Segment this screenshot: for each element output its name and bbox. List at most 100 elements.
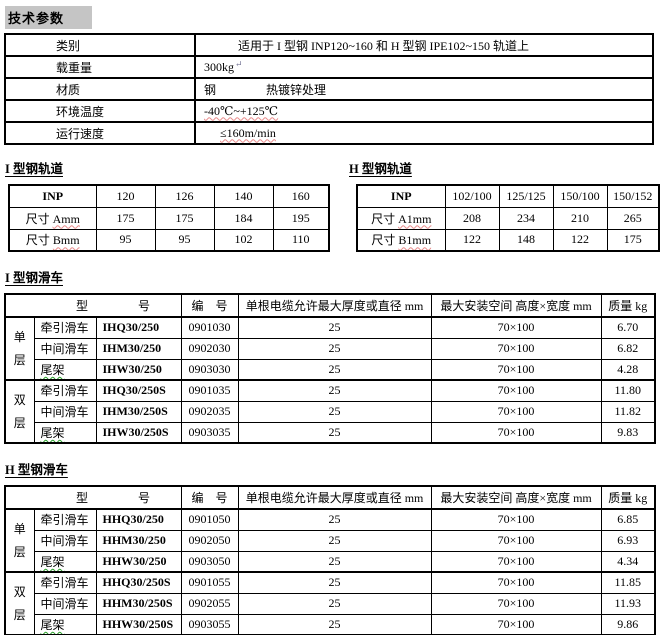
table-row: 尺寸 Amm 175 175 184 195 [8, 206, 330, 230]
space-header: 最大安装空间 高度×宽度 mm [430, 485, 602, 510]
i-track-title: I 型钢轨道 [5, 162, 63, 176]
code-cell: 0902035 [180, 400, 239, 423]
model-cell: IHQ30/250 [95, 316, 182, 339]
cell-value: 175 [95, 206, 156, 230]
table-row: 环境温度 -40℃~+125℃ [4, 99, 654, 123]
cell-value: 208 [444, 206, 500, 230]
layer-cell: 单层 [4, 508, 35, 573]
h-trolley-table: 型号 编 号 单根电缆允许最大厚度或直径 mm 最大安装空间 高度×宽度 mm … [4, 485, 656, 635]
space-cell: 70×100 [430, 508, 602, 531]
type-cell: 尾架 [33, 550, 97, 573]
layer-cell: 双层 [4, 379, 35, 444]
dim-label: 尺寸 [25, 233, 50, 248]
layer-label: 双层 [13, 584, 26, 622]
track-tables-row: I 型钢轨道 INP 120 126 140 160 尺寸 Amm 175 17… [0, 158, 660, 252]
mass-cell: 6.70 [600, 316, 656, 339]
h-track-title: H 型钢轨道 [349, 162, 412, 176]
model-cell: IHM30/250S [95, 400, 182, 423]
i-trolley-title: I 型钢滑车 [5, 271, 63, 285]
dim-label: 尺寸 [371, 211, 396, 226]
tail-bracket-label: 尾架 [40, 617, 65, 632]
temperature-value: -40℃~+125℃ [204, 103, 279, 118]
i-track-section: I 型钢轨道 INP 120 126 140 160 尺寸 Amm 175 17… [0, 158, 344, 252]
cable-cell: 25 [237, 550, 432, 573]
space-cell: 70×100 [430, 316, 602, 339]
cell-value: 148 [498, 228, 554, 252]
col-value: 120 [95, 184, 156, 208]
model-cell: HHM30/250 [95, 529, 182, 552]
cable-header: 单根电缆允许最大厚度或直径 mm [237, 485, 432, 510]
col-header: INP [8, 184, 97, 208]
model-cell: HHQ30/250S [95, 571, 182, 594]
model-cell: HHM30/250S [95, 592, 182, 615]
space-cell: 70×100 [430, 421, 602, 444]
spec-label: 环境温度 [4, 99, 196, 123]
code-cell: 0901030 [180, 316, 239, 339]
table-row: 中间滑车 HHM30/250 0902050 25 70×100 6.93 [5, 529, 656, 552]
tail-bracket-label: 尾架 [40, 425, 65, 440]
spec-label: 类别 [4, 33, 196, 57]
code-cell: 0901035 [180, 379, 239, 402]
space-cell: 70×100 [430, 358, 602, 381]
speed-value: ≤160m/min [220, 125, 276, 140]
space-cell: 70×100 [430, 592, 602, 615]
table-row: 运行速度 ≤160m/min [4, 121, 654, 145]
code-cell: 0903050 [180, 550, 239, 573]
table-row: 尾架 IHW30/250S 0903035 25 70×100 9.83 [5, 421, 656, 444]
model-cell: HHW30/250S [95, 613, 182, 635]
space-cell: 70×100 [430, 400, 602, 423]
page-title: 技术参数 [5, 6, 93, 29]
table-row: INP 120 126 140 160 [8, 184, 330, 208]
table-row: 双层 牵引滑车 IHQ30/250S 0901035 25 70×100 11.… [4, 379, 656, 444]
load-value: 300kg [204, 60, 234, 74]
type-cell: 尾架 [33, 358, 97, 381]
spec-value: 钢 热镀锌处理 [194, 77, 654, 101]
spec-table: 类别 适用于 I 型钢 INP120~160 和 H 型钢 IPE102~150… [4, 33, 654, 145]
cable-cell: 25 [237, 529, 432, 552]
code-header: 编 号 [180, 293, 239, 318]
cell-value: 122 [552, 228, 608, 252]
cell-value: 175 [154, 206, 215, 230]
table-row: 材质 钢 热镀锌处理 [4, 77, 654, 101]
space-cell: 70×100 [430, 337, 602, 360]
table-header-row: 型号 编 号 单根电缆允许最大厚度或直径 mm 最大安装空间 高度×宽度 mm … [4, 293, 656, 318]
model-header-left: 型 [76, 491, 89, 505]
col-value: 126 [154, 184, 215, 208]
space-cell: 70×100 [430, 613, 602, 635]
spec-label: 运行速度 [4, 121, 196, 145]
code-cell: 0903030 [180, 358, 239, 381]
table-row: 类别 适用于 I 型钢 INP120~160 和 H 型钢 IPE102~150… [4, 33, 654, 57]
cell-value: 210 [552, 206, 608, 230]
spec-label: 材质 [4, 77, 196, 101]
spec-value: 适用于 I 型钢 INP120~160 和 H 型钢 IPE102~150 轨道… [194, 33, 654, 57]
cell-value: 102 [213, 228, 274, 252]
mass-cell: 9.86 [600, 613, 656, 635]
cell-value: 184 [213, 206, 274, 230]
mass-cell: 11.80 [600, 379, 656, 402]
cable-cell: 25 [237, 400, 432, 423]
layer-label: 单层 [13, 329, 26, 367]
code-cell: 0903055 [180, 613, 239, 635]
row-label: 尺寸 B1mm [356, 228, 446, 252]
type-cell: 中间滑车 [33, 400, 97, 423]
layer-label: 双层 [13, 392, 26, 430]
layer-label: 单层 [13, 521, 26, 559]
code-cell: 0903035 [180, 421, 239, 444]
type-cell: 牵引滑车 [33, 316, 97, 339]
code-cell: 0901055 [180, 571, 239, 594]
type-cell: 中间滑车 [33, 592, 97, 615]
spec-value: ≤160m/min [194, 121, 654, 145]
mass-cell: 4.34 [600, 550, 656, 573]
type-cell: 中间滑车 [33, 337, 97, 360]
dim-unit: A1mm [398, 211, 432, 226]
table-row: 双层 牵引滑车 HHQ30/250S 0901055 25 70×100 11.… [4, 571, 656, 635]
mass-cell: 11.93 [600, 592, 656, 615]
type-cell: 牵引滑车 [33, 379, 97, 402]
dim-unit: B1mm [398, 233, 432, 248]
cell-value: 122 [444, 228, 500, 252]
h-trolley-title: H 型钢滑车 [5, 463, 68, 477]
mass-cell: 6.85 [600, 508, 656, 531]
table-row: INP 102/100 125/125 150/100 150/152 [356, 184, 660, 208]
h-track-table: INP 102/100 125/125 150/100 150/152 尺寸 A… [356, 184, 660, 252]
tail-bracket-label: 尾架 [40, 554, 65, 569]
